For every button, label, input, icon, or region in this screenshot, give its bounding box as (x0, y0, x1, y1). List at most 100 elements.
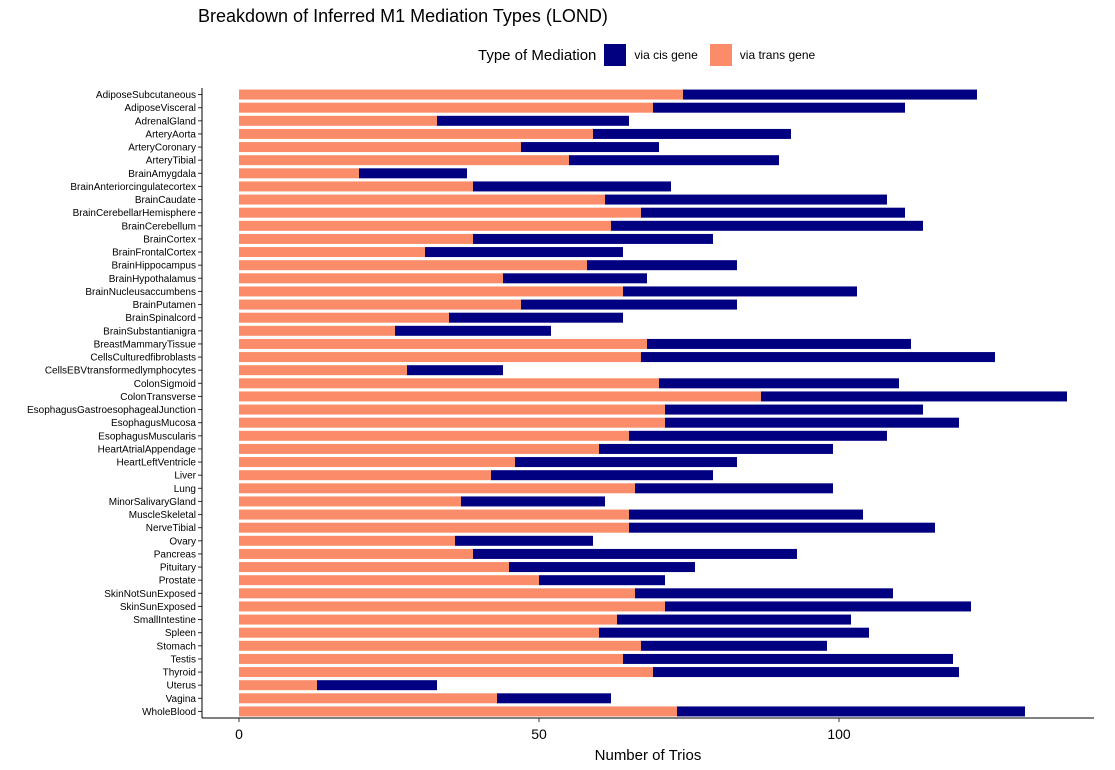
bar-trans (239, 483, 635, 494)
bar-trans (239, 601, 665, 612)
bar-cis (593, 128, 791, 139)
bar-trans (239, 509, 629, 520)
bar-trans (239, 430, 629, 441)
y-tick-label: BreastMammaryTissue (94, 339, 197, 350)
bar-trans (239, 470, 491, 481)
bar-cis (461, 496, 605, 507)
bar-trans (239, 680, 317, 691)
bar-trans (239, 417, 665, 428)
y-tick-label: SkinNotSunExposed (104, 589, 196, 600)
bar-cis (425, 247, 623, 258)
bar-trans (239, 102, 653, 113)
y-tick-label: BrainFrontalCortex (112, 248, 196, 259)
y-tick-label: BrainSpinalcord (125, 313, 196, 324)
bar-cis (437, 115, 629, 126)
bar-cis (761, 391, 1067, 402)
y-tick-label: Prostate (159, 576, 197, 587)
y-tick-label: BrainCerebellum (122, 221, 196, 232)
bar-cis (473, 181, 671, 192)
legend-label-trans: via trans gene (739, 48, 816, 62)
y-tick-label: ColonTransverse (120, 392, 196, 403)
bar-cis (629, 522, 935, 533)
bar-trans (239, 155, 569, 166)
x-tick-label: 0 (235, 726, 243, 742)
bar-cis (641, 352, 995, 363)
y-tick-label: Uterus (167, 681, 196, 692)
y-tick-label: BrainHypothalamus (109, 274, 196, 285)
bar-cis (677, 706, 1025, 717)
y-tick-label: ArteryAorta (145, 129, 196, 140)
bar-cis (641, 207, 905, 218)
y-tick-label: MinorSalivaryGland (109, 497, 196, 508)
y-tick-label: AdiposeSubcutaneous (96, 90, 196, 101)
y-tick-label: Lung (174, 484, 196, 495)
bar-cis (647, 338, 911, 349)
y-tick-label: ArteryCoronary (128, 143, 196, 154)
bar-trans (239, 653, 623, 664)
y-tick-label: CellsEBVtransformedlymphocytes (45, 366, 196, 377)
y-tick-label: BrainCortex (143, 234, 196, 245)
y-tick-label: ColonSigmoid (134, 379, 196, 390)
bar-trans (239, 522, 629, 533)
x-tick-label: 100 (827, 726, 851, 742)
bar-trans (239, 535, 455, 546)
bar-cis (665, 601, 971, 612)
bar-cis (503, 273, 647, 284)
bar-cis (491, 470, 713, 481)
y-tick-label: HeartAtrialAppendage (98, 444, 197, 455)
bar-cis (473, 233, 713, 244)
y-tick-label: EsophagusMucosa (111, 418, 196, 429)
bar-trans (239, 142, 521, 153)
bar-trans (239, 640, 641, 651)
legend-title: Type of Mediation (478, 46, 597, 64)
bar-cis (569, 155, 779, 166)
legend: Type of Mediation via cis gene via trans… (478, 42, 827, 68)
bar-cis (653, 102, 905, 113)
bar-trans (239, 299, 521, 310)
bar-cis (539, 575, 665, 586)
y-tick-label: Liver (174, 471, 196, 482)
y-tick-label: BrainHippocampus (112, 261, 197, 272)
y-tick-label: Testis (170, 654, 196, 665)
bar-cis (599, 627, 869, 638)
bar-trans (239, 562, 509, 573)
bar-cis (515, 457, 737, 468)
legend-swatch-trans (709, 44, 732, 66)
y-tick-label: MuscleSkeletal (129, 510, 196, 521)
bar-cis (629, 430, 887, 441)
bar-trans (239, 181, 473, 192)
y-tick-label: NerveTibial (146, 523, 196, 534)
bar-cis (473, 548, 797, 559)
y-tick-label: CellsCulturedfibroblasts (90, 353, 196, 364)
y-tick-label: WholeBlood (142, 707, 196, 718)
bar-cis (665, 417, 959, 428)
bar-cis (683, 89, 977, 100)
bar-trans (239, 548, 473, 559)
bar-trans (239, 706, 677, 717)
bar-cis (635, 588, 893, 599)
bar-trans (239, 312, 449, 323)
bar-trans (239, 325, 395, 336)
bar-cis (635, 483, 833, 494)
y-tick-label: BrainPutamen (133, 300, 196, 311)
y-tick-label: Pituitary (160, 563, 196, 574)
bar-trans (239, 627, 599, 638)
x-tick-label: 50 (531, 726, 547, 742)
y-tick-label: EsophagusGastroesophagealJunction (27, 405, 196, 416)
y-tick-label: BrainNucleusaccumbens (85, 287, 196, 298)
bar-cis (359, 168, 467, 179)
bar-cis (605, 194, 887, 205)
y-tick-label: Spleen (165, 628, 196, 639)
bar-trans (239, 286, 623, 297)
bar-cis (665, 404, 923, 415)
bar-trans (239, 365, 407, 376)
bar-cis (599, 443, 833, 454)
bar-trans (239, 575, 539, 586)
bar-cis (611, 220, 923, 231)
bar-trans (239, 667, 653, 678)
bar-trans (239, 338, 647, 349)
y-tick-label: AdiposeVisceral (124, 103, 196, 114)
bar-trans (239, 207, 641, 218)
y-tick-label: BrainCaudate (135, 195, 197, 206)
bar-cis (497, 693, 611, 704)
